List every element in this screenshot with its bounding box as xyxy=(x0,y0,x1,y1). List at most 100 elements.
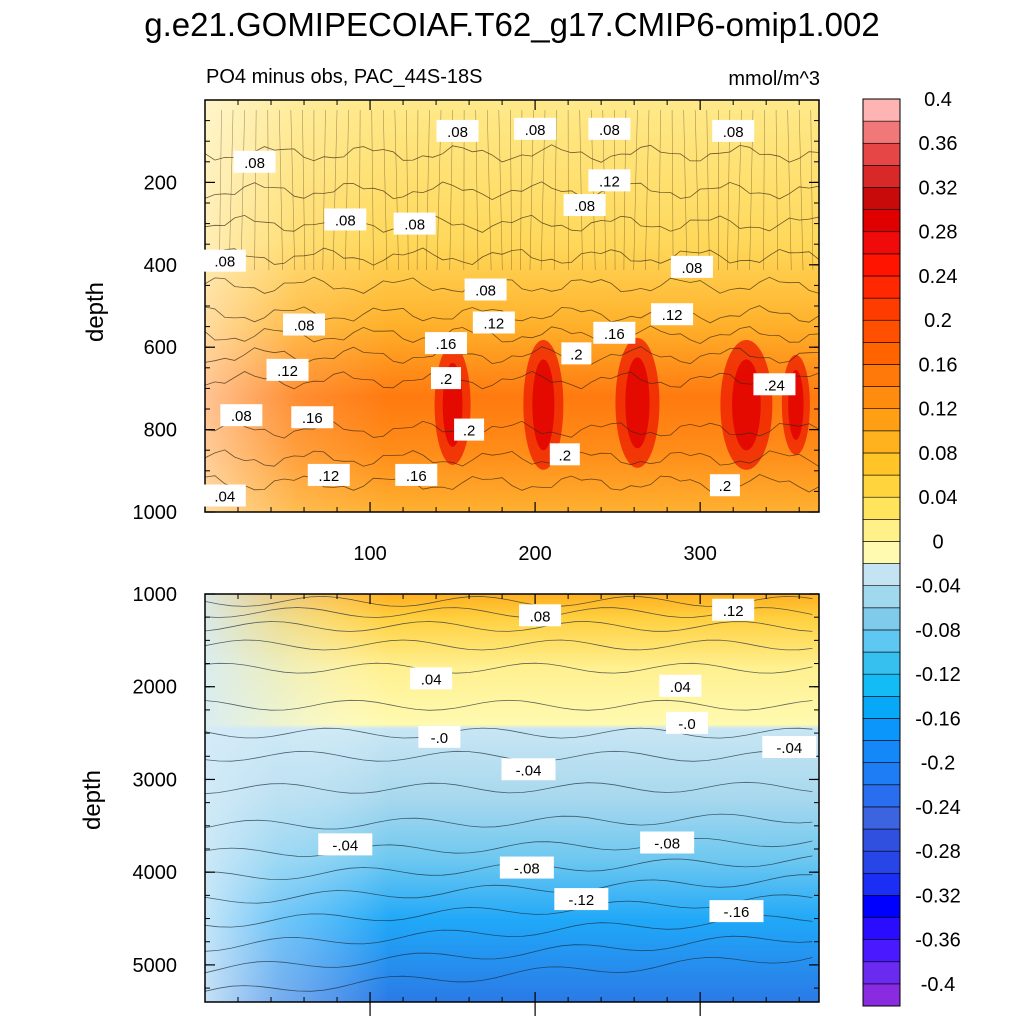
colorbar-swatch xyxy=(862,275,901,299)
lower-frame xyxy=(204,593,820,1003)
colorbar-swatch xyxy=(862,939,901,963)
contour-label-box xyxy=(651,303,694,326)
contour-label-box xyxy=(514,117,557,140)
upper-panel: 100 200 300 200 400 600 800 1000 depth .08 .08 .0… xyxy=(82,99,820,565)
contour-label-box xyxy=(283,313,326,336)
colorbar-swatch xyxy=(862,142,901,166)
colorbar-swatch xyxy=(862,165,901,188)
colorbar-swatch xyxy=(862,895,901,918)
lower-panel: 1000 2000 3000 4000 5000 depth .08 .12 .04 .04 -… xyxy=(79,584,820,1016)
contour-label-box xyxy=(593,321,636,344)
x-tick-label: 200 xyxy=(518,543,551,565)
colorbar-swatch xyxy=(862,806,901,830)
contour-label: .08 xyxy=(404,217,425,234)
colorbar-label: 0.12 xyxy=(919,399,958,421)
colorbar-label: -0.36 xyxy=(915,930,961,952)
contour-label-box xyxy=(561,342,592,365)
colorbar-label: 0.2 xyxy=(924,310,952,332)
contour-label: -.0 xyxy=(678,716,696,733)
contour-line xyxy=(579,109,583,271)
contour-label-box xyxy=(659,674,702,697)
y-tick-label: 200 xyxy=(144,172,177,194)
contour-label: .08 xyxy=(214,254,235,271)
contour-label-box xyxy=(499,856,554,879)
contour-label-box xyxy=(307,463,350,486)
y-tick-label: 400 xyxy=(144,255,177,277)
contour-label-box xyxy=(709,900,764,923)
contour-label-box xyxy=(395,463,438,486)
contour-label: .16 xyxy=(604,326,625,343)
colorbar-swatch xyxy=(862,319,901,343)
contour-line xyxy=(204,325,820,345)
contour-line xyxy=(204,621,813,632)
contour-line xyxy=(204,181,820,201)
contour-line xyxy=(278,109,283,271)
colorbar-swatch xyxy=(862,651,901,675)
contour-label-box xyxy=(203,484,246,507)
contour-line xyxy=(553,109,557,271)
contour-label-box xyxy=(410,667,453,690)
contour-line xyxy=(204,935,813,974)
contour-label: .2 xyxy=(463,423,476,440)
contour-line xyxy=(683,109,688,271)
contour-label-box xyxy=(454,418,485,441)
colorbar-label: -0.32 xyxy=(915,885,961,907)
contour-label: .08 xyxy=(294,318,315,335)
contour-label: .16 xyxy=(436,336,457,353)
x-tick-label: 300 xyxy=(683,543,716,565)
contour-label-box xyxy=(291,406,334,429)
contour-label: .12 xyxy=(277,363,298,380)
contour-line xyxy=(406,109,409,271)
colorbar: -0.4 -0.36 -0.32 -0.28 -0.24 -0.2 -0.16 -0.12 -0… xyxy=(862,89,961,1007)
contour-line xyxy=(204,727,813,739)
contour-label: .16 xyxy=(406,468,427,485)
colorbar-swatch xyxy=(862,452,901,476)
contour-line xyxy=(694,109,700,271)
contour-label: -.0 xyxy=(431,730,449,747)
contour-label-box xyxy=(501,758,556,781)
contour-line xyxy=(658,109,661,271)
colorbar-swatch xyxy=(862,408,901,432)
contour-label: .08 xyxy=(574,198,595,215)
contour-line xyxy=(798,109,804,271)
contour-label-box xyxy=(464,278,507,301)
contour-label: .12 xyxy=(483,315,504,332)
contour-label-box xyxy=(563,194,606,217)
colorbar-swatch xyxy=(862,718,901,741)
contour-label-box xyxy=(266,358,309,381)
contour-label: .04 xyxy=(670,679,691,696)
y-tick-label: 5000 xyxy=(133,955,178,977)
contour-line xyxy=(382,109,388,271)
contour-label: .16 xyxy=(302,410,323,427)
contour-line xyxy=(204,957,813,992)
colorbar-swatch xyxy=(862,784,901,808)
contour-label: .04 xyxy=(214,489,235,506)
colorbar-swatch xyxy=(862,961,901,985)
contour-line xyxy=(394,109,399,271)
contour-label-box xyxy=(424,332,467,355)
contour-label-box xyxy=(203,249,246,272)
colorbar-label: 0 xyxy=(932,531,943,553)
colorbar-swatch xyxy=(862,253,901,277)
contour-line xyxy=(787,109,792,271)
contour-line xyxy=(371,109,374,271)
contour-line xyxy=(204,699,813,711)
contour-label-box xyxy=(670,255,713,278)
colorbar-label: 0.36 xyxy=(919,133,958,155)
contour-label: -.04 xyxy=(776,740,802,757)
contour-label-box xyxy=(393,212,436,235)
contour-label: .08 xyxy=(681,260,702,277)
contour-label: .12 xyxy=(599,173,620,190)
lower-contour-lines xyxy=(204,595,813,992)
colorbar-swatch xyxy=(862,98,901,122)
upper-axis-ticks: 100 200 300 200 400 600 800 1000 xyxy=(133,100,819,565)
upper-y-axis-label: depth xyxy=(82,282,109,342)
contour-line xyxy=(204,607,813,618)
colorbar-swatch xyxy=(862,872,901,896)
contour-line xyxy=(228,109,234,271)
contour-label: .08 xyxy=(475,283,496,300)
contour-line xyxy=(204,639,813,651)
contour-label: .2 xyxy=(440,371,453,388)
contour-label: -.08 xyxy=(514,861,540,878)
contour-line xyxy=(671,109,674,271)
